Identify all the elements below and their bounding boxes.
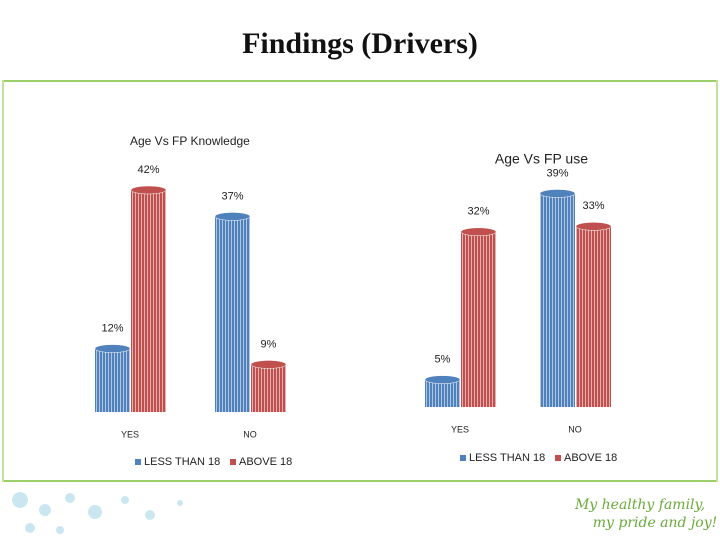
chart-title: Age Vs FP Knowledge	[130, 134, 250, 148]
legend-label: LESS THAN 18	[469, 452, 545, 464]
bar-cap	[250, 360, 287, 369]
bar-stripes	[425, 379, 460, 407]
x-tick-label: YES	[121, 429, 139, 439]
bar-cap	[214, 212, 251, 221]
bar-cap	[94, 344, 131, 353]
header-rule	[4, 80, 716, 82]
bar-stripes	[540, 193, 575, 407]
bar-cap	[130, 185, 167, 195]
legend-label: ABOVE 18	[564, 452, 617, 464]
bar-cap	[539, 189, 576, 198]
legend-swatch	[230, 459, 236, 465]
data-label: 33%	[582, 200, 604, 212]
left-border	[2, 80, 4, 482]
logo-line: My healthy family,	[574, 497, 705, 513]
legend-label: LESS THAN 18	[144, 456, 220, 468]
data-label: 9%	[261, 338, 277, 350]
right-border	[716, 80, 718, 482]
data-label: 12%	[101, 322, 123, 334]
bar-stripes	[251, 364, 286, 412]
bar-stripes	[576, 226, 611, 407]
bar-stripes	[95, 348, 130, 412]
legend-label: ABOVE 18	[239, 456, 292, 468]
bar-cap	[424, 375, 461, 384]
data-label: 39%	[546, 167, 568, 179]
legend-swatch	[555, 455, 561, 461]
data-label: 5%	[435, 354, 451, 366]
x-tick-label: YES	[451, 424, 469, 434]
bar-cap	[575, 222, 612, 231]
data-label: 37%	[221, 190, 243, 202]
legend-swatch	[460, 455, 466, 461]
legend-swatch	[135, 459, 141, 465]
x-tick-label: NO	[568, 424, 582, 434]
bar-cap	[460, 227, 497, 237]
bar-stripes	[215, 216, 250, 412]
data-label: 42%	[137, 164, 159, 176]
data-label: 32%	[467, 206, 489, 218]
bar-stripes	[461, 231, 496, 407]
decor-dots	[12, 492, 183, 534]
chart-title: Age Vs FP use	[495, 151, 588, 167]
x-tick-label: NO	[243, 429, 257, 439]
slide-title: Findings (Drivers)	[242, 27, 478, 60]
footer-rule	[4, 480, 716, 482]
logo-line: my pride and joy!	[593, 515, 718, 531]
bar-stripes	[131, 190, 166, 412]
